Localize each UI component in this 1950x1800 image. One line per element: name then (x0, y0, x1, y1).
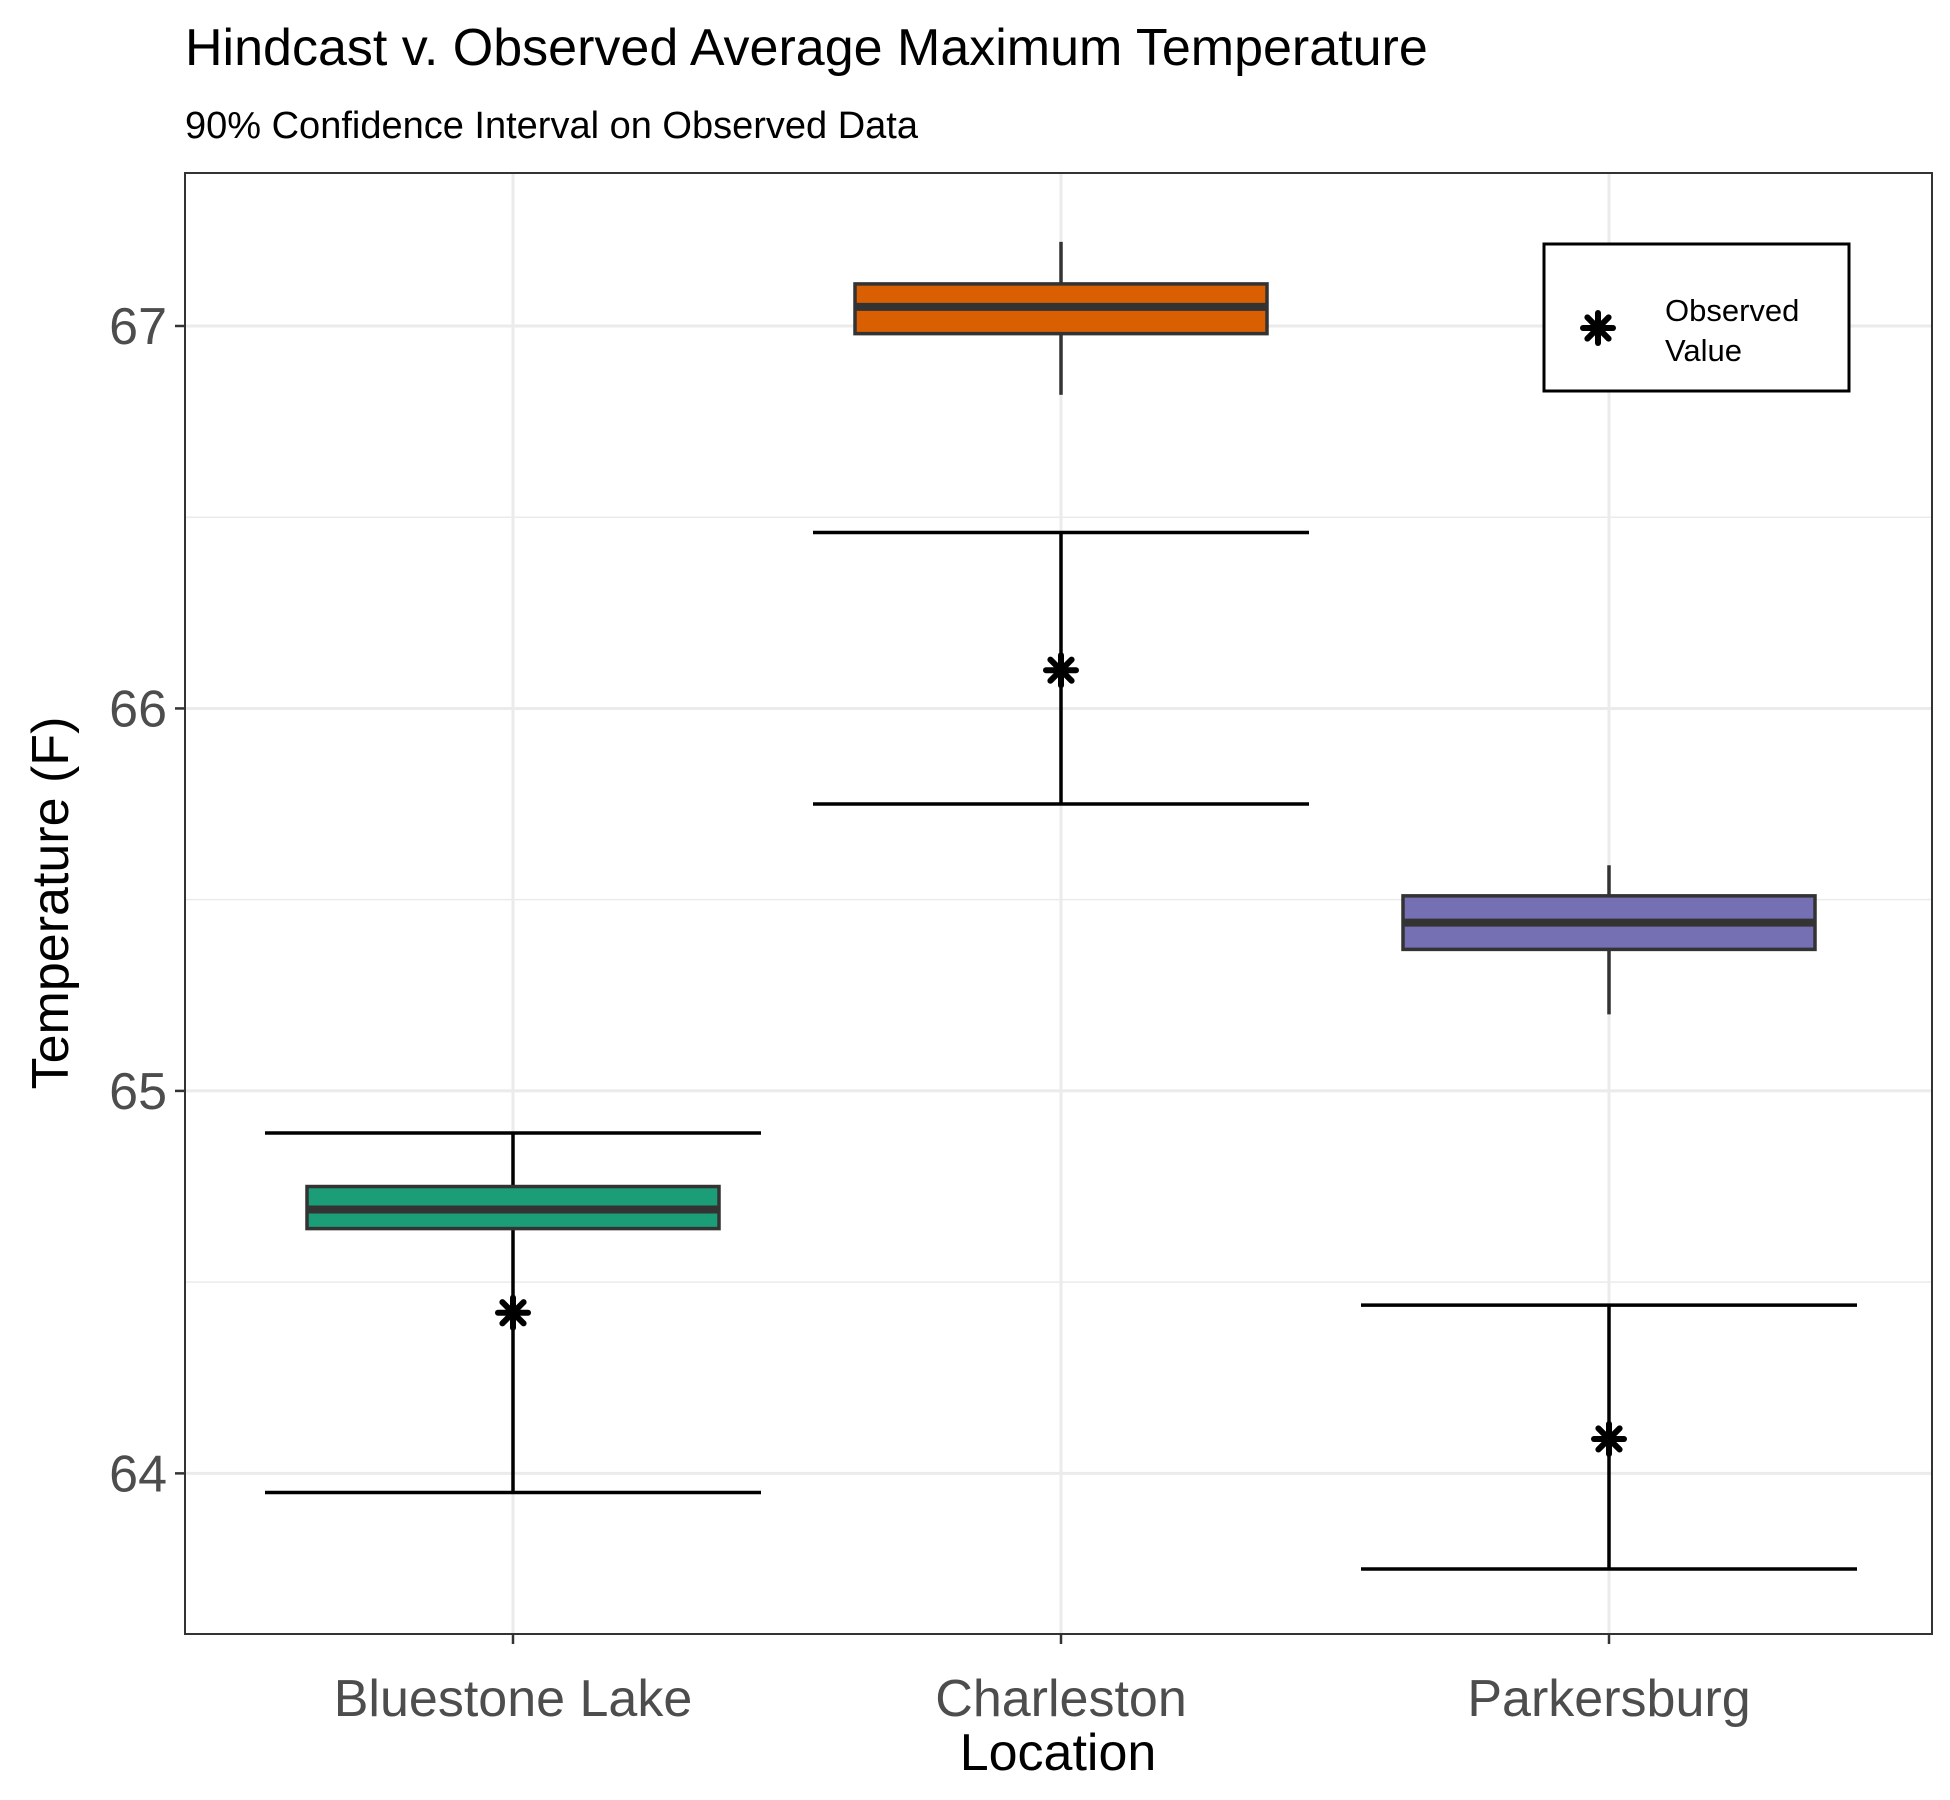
box-0 (305, 1184, 721, 1231)
y-tick-label: 64 (109, 1445, 167, 1503)
x-tick-label: Charleston (935, 1670, 1186, 1728)
x-axis-label: Location (960, 1724, 1157, 1782)
legend-label-line1: Observed (1665, 293, 1799, 328)
legend-box (1542, 242, 1851, 393)
box-1 (853, 241, 1269, 395)
legend: Observed Value (1542, 242, 1851, 393)
y-axis-label: Temperature (F) (22, 717, 80, 1090)
plot-panel-border (184, 172, 1933, 1635)
y-tick-label: 67 (109, 298, 167, 356)
legend-label-line2: Value (1665, 333, 1742, 368)
observed-point-0 (495, 1294, 531, 1331)
legend-star-icon (1580, 310, 1616, 346)
x-axis-ticks: Bluestone Lake Charleston Parkersburg (334, 1634, 1751, 1728)
y-tick-label: 66 (109, 680, 167, 738)
observed-point-1 (1043, 652, 1079, 689)
box-2 (1401, 865, 1817, 1015)
observed-points (495, 652, 1627, 1457)
y-axis-ticks: 64 65 66 67 (109, 298, 185, 1503)
x-tick-label: Bluestone Lake (334, 1670, 693, 1728)
chart-title: Hindcast v. Observed Average Maximum Tem… (185, 19, 1428, 77)
observed-point-2 (1591, 1420, 1627, 1457)
hindcast-boxes (305, 241, 1817, 1231)
chart-subtitle: 90% Confidence Interval on Observed Data (185, 105, 919, 147)
legend-key-observed-point (1580, 310, 1616, 346)
x-tick-label: Parkersburg (1467, 1670, 1750, 1728)
y-tick-label: 65 (109, 1063, 167, 1121)
